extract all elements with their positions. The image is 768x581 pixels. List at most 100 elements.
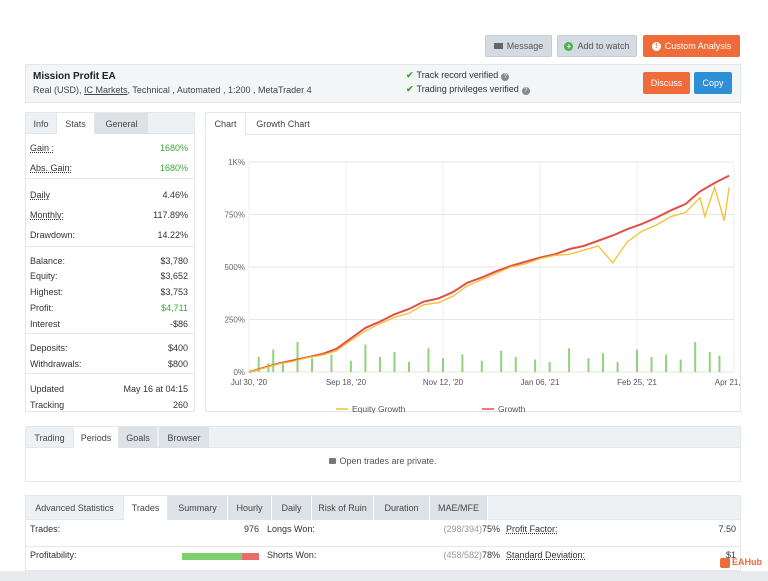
y-tick-label: 500% [225,263,245,272]
volume-bar [378,357,381,372]
periods-tabbar: Trading Periods Goals Browser [26,427,740,448]
stat-label: Daily [30,190,51,200]
stat-value: 260 [172,400,188,410]
y-tick-label: 250% [225,316,245,325]
tab-hourly[interactable]: Hourly [228,496,272,520]
volume-bar [281,362,284,372]
volume-bar [650,357,653,372]
volume-bar [636,349,638,372]
tab-daily[interactable]: Daily [272,496,312,520]
volume-bar [568,348,571,372]
help-icon[interactable]: ? [501,73,510,81]
adv-label: Trades: [30,524,61,534]
tab-advanced-statistics[interactable]: Advanced Statistics [35,503,114,513]
custom-analysis-button[interactable]: ! Custom Analysis [643,35,740,57]
tab-mae-mfe[interactable]: MAE/MFE [430,496,488,520]
message-button[interactable]: Message [485,35,552,57]
track-record-verified: ✔ Track record verified? [406,70,510,81]
tab-browser[interactable]: Browser [159,427,209,448]
footer-band [0,571,768,581]
stats-panel: Info Stats General Gain :1680% Abs. Gain:… [25,112,195,412]
stat-value: 4.46% [162,190,188,200]
legend-growth-label: Growth [498,404,526,413]
x-tick-label: Jan 06, '21 [521,378,560,387]
volume-bar [602,353,605,372]
tab-info[interactable]: Info [33,118,49,129]
x-tick-label: Apr 21, '21 [715,378,742,387]
stat-value: $800 [167,359,188,369]
stat-row: Deposits: $400 [30,341,188,355]
x-tick-label: Nov 12, '20 [423,378,464,387]
volume-bar [393,352,396,372]
tab-general[interactable]: General [95,113,148,134]
profitability-bar [182,553,259,560]
stat-row: Withdrawals: $800 [30,357,188,371]
account-description: Real (USD), IC Markets, Technical , Auto… [33,85,312,95]
tab-risk-of-ruin[interactable]: Risk of Ruin [312,496,374,520]
help-icon[interactable]: ? [521,87,530,95]
account-header: Mission Profit EA Real (USD), IC Markets… [25,64,741,103]
tab-growth-chart[interactable]: Growth Chart [256,119,310,129]
stat-value: 14.22% [157,230,188,240]
stat-value: $3,652 [160,271,188,281]
growth-line [248,174,730,373]
y-tick-label: 750% [225,211,245,220]
tab-trades[interactable]: Trades [123,496,168,520]
adv-value: $1 [725,550,736,560]
adv-value: 976 [243,524,259,534]
volume-bar [461,354,464,372]
adv-label: Standard Deviation: [506,550,586,560]
tab-duration[interactable]: Duration [374,496,430,520]
stat-value: $4,711 [161,303,188,313]
stat-value: $3,753 [160,287,188,297]
stat-row: Updated May 16 at 04:15 [30,382,188,396]
chart-tabbar: Chart Growth Chart [206,113,740,135]
tab-stats[interactable]: Stats [56,113,95,134]
stat-value: $400 [167,343,188,353]
tab-periods[interactable]: Periods [73,427,119,448]
stat-row: Interest -$86 [30,317,188,331]
tab-goals[interactable]: Goals [119,427,157,448]
broker-link[interactable]: IC Markets [84,85,128,95]
stat-value: 1680% [159,143,188,153]
divider [26,178,194,179]
tab-chart[interactable]: Chart [206,113,246,135]
volume-bar [330,354,333,372]
divider [26,333,194,334]
private-trades-message: Open trades are private. [26,456,740,466]
stat-label: Interest [30,319,61,329]
discuss-button[interactable]: Discuss [643,72,690,94]
divider [26,246,194,247]
stat-label: Tracking [30,400,65,410]
stat-value: $3,780 [160,256,188,266]
lock-icon [329,458,337,464]
stats-tabbar: Info Stats General [26,113,194,134]
volume-bar [267,363,270,372]
stat-row: Balance: $3,780 [30,254,188,268]
tab-trading[interactable]: Trading [34,432,65,443]
plus-circle-icon: + [564,41,574,51]
x-tick-label: Jul 30, '20 [231,378,268,387]
stat-row: Highest: $3,753 [30,285,188,299]
add-to-watch-button[interactable]: + Add to watch [557,35,637,57]
chart-panel: Chart Growth Chart 0% 250% 500% 750% 1K% Jul … [205,112,742,413]
stat-label: Deposits: [30,343,68,353]
tab-summary[interactable]: Summary [168,496,228,520]
copy-button[interactable]: Copy [694,72,732,94]
check-icon: ✔ [406,70,414,80]
divider [26,373,194,374]
y-tick-label: 1K% [228,158,245,167]
volume-bar [311,358,314,372]
envelope-icon [493,43,503,49]
volume-bar [679,359,682,372]
stat-row: Monthly: 117.89% [30,208,188,222]
check-icon: ✔ [406,84,414,94]
stat-label: Withdrawals: [30,359,82,369]
volume-bar [514,357,517,372]
stat-label: Drawdown: [30,230,76,240]
volume-bar [427,348,430,372]
adv-label: Profit Factor: [506,524,558,534]
stat-row: Daily 4.46% [30,188,188,202]
volume-bar [408,362,411,372]
x-tick-label: Feb 25, '21 [617,378,657,387]
